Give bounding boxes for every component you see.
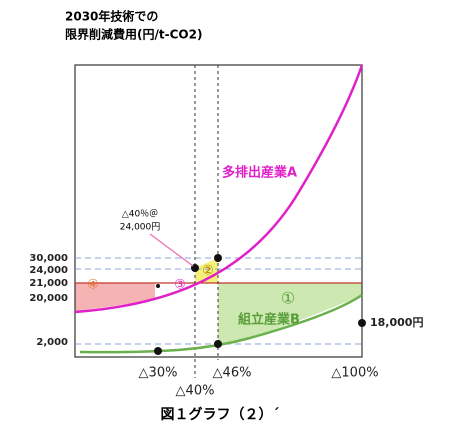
x-label: △100% [331, 366, 378, 381]
annotation: 24,000円 [120, 222, 161, 233]
x-label: △30% [139, 366, 178, 381]
title: 2030年技術での [65, 9, 158, 24]
region-label: ③ [174, 278, 186, 293]
y-label: 30,000 [29, 253, 68, 264]
region-4 [75, 283, 155, 311]
region-label: ② [202, 264, 214, 279]
y-label: 20,000 [29, 293, 68, 304]
title: 限界削減費用(円/t-CO2) [65, 27, 202, 42]
point [214, 340, 222, 348]
region-label: ④ [87, 278, 99, 293]
curve-label: 組立産業B [238, 312, 300, 328]
region-1 [218, 283, 362, 344]
point [214, 254, 222, 262]
point [154, 347, 162, 355]
curve-a [74, 64, 364, 314]
y-label: 21,000 [29, 278, 68, 289]
caption: 図１グラフ（２）´ [161, 406, 280, 423]
x-label: △40% [176, 384, 215, 399]
annotation-line [149, 233, 194, 267]
annotation: △40％＠ [122, 209, 158, 220]
x-label: △46% [213, 366, 252, 381]
region-label: ① [281, 289, 295, 308]
point [156, 284, 160, 288]
y-label: 24,000 [29, 265, 68, 276]
end-label: 18,000円 [370, 316, 423, 329]
point [358, 319, 366, 327]
y-label: 2,000 [36, 337, 68, 348]
curve-b [79, 293, 363, 354]
curve-label: 多排出産業A [222, 165, 297, 181]
